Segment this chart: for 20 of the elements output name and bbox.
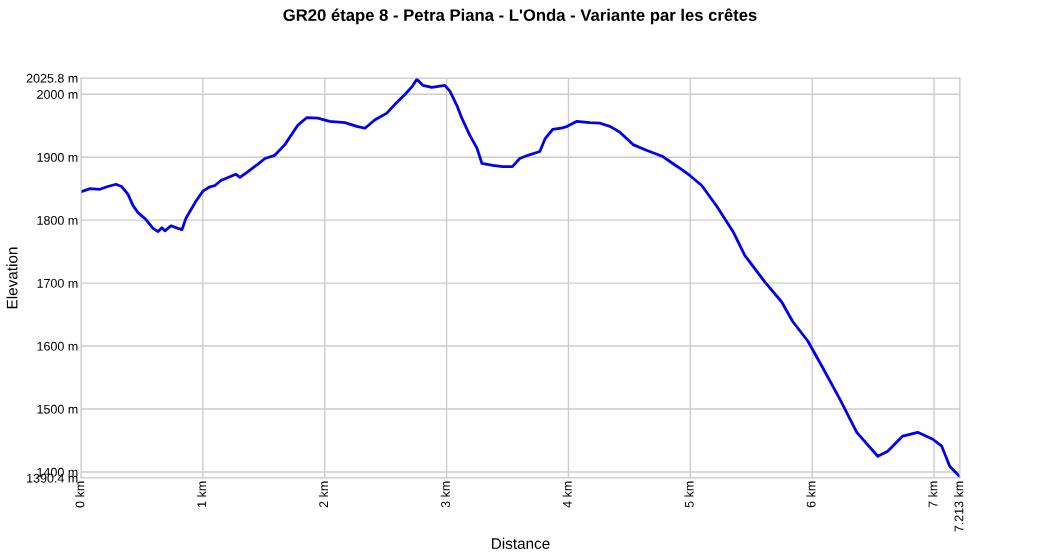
- y-tick-label: 2000 m: [37, 90, 78, 99]
- x-tick-label: 4 km: [562, 481, 572, 508]
- x-tick-label: 0 km: [75, 481, 85, 508]
- x-tick-label: 7.213 km: [954, 481, 964, 532]
- y-tick-label: 1800 m: [37, 215, 78, 225]
- x-tick-label: 6 km: [806, 481, 816, 508]
- x-tick-label: 1 km: [197, 481, 207, 507]
- x-tick-label: 2 km: [318, 481, 328, 508]
- y-tick-label: 2025.8 m: [26, 73, 78, 83]
- line-series: [81, 78, 960, 478]
- y-tick-label: 1600 m: [37, 341, 78, 351]
- x-axis-title: Distance: [492, 537, 550, 549]
- x-tick-label: 3 km: [440, 481, 450, 508]
- y-axis-title: Elevation: [6, 247, 18, 309]
- y-tick-label: 1500 m: [37, 404, 78, 414]
- y-tick-label: 1700 m: [37, 278, 78, 288]
- y-tick-label: 1900 m: [37, 152, 78, 162]
- x-tick-label: 5 km: [684, 481, 694, 508]
- x-tick-label: 7 km: [928, 481, 938, 508]
- chart-title: GR20 étape 8 - Petra Piana - L'Onda - Variante par les crêtes: [283, 8, 757, 25]
